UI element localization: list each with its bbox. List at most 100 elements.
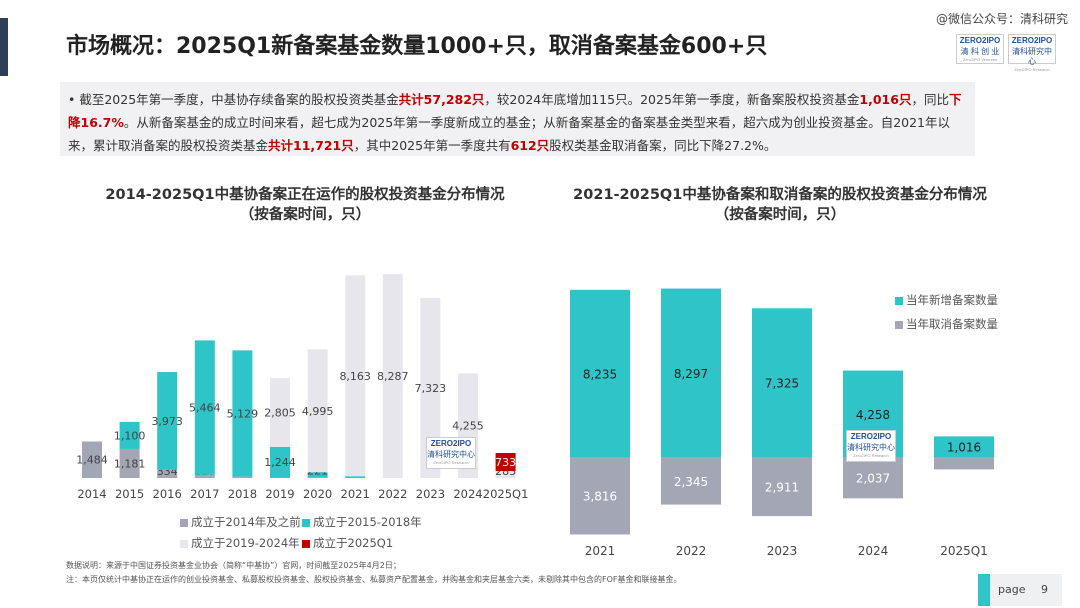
data-label: 2,805 <box>264 406 296 419</box>
x-tick-label: 2024 <box>453 487 482 501</box>
data-label: 8,297 <box>674 367 708 381</box>
bar-cancelled-filings <box>661 457 721 505</box>
data-label: 5,129 <box>227 407 259 420</box>
data-source-note: 数据说明：来源于中国证券投资基金业协会（简称“中基协”）官网，时间截至2025年… <box>66 561 401 570</box>
logo-en: Zero2IPO Research <box>1014 67 1050 72</box>
x-tick-label: 2022 <box>676 544 707 558</box>
logo-cn: 清科研究中心 <box>1012 47 1052 66</box>
legend-label: 当年新增备案数量 <box>906 293 998 307</box>
data-label: 8,163 <box>339 370 371 383</box>
x-tick-label: 2018 <box>228 487 257 501</box>
page-indicator: page 9 <box>978 574 1062 606</box>
bar-cancelled-filings <box>570 457 630 535</box>
bar-new-filings <box>752 308 812 457</box>
bar-segment <box>307 472 328 478</box>
data-label: 2,345 <box>674 475 708 489</box>
logo-en: Zero2IPO Research <box>853 453 889 458</box>
legend-swatch <box>302 518 310 527</box>
bar-segment <box>194 474 215 478</box>
data-label: 1,244 <box>264 456 296 469</box>
x-tick-label: 2019 <box>265 487 294 501</box>
data-label: 2,037 <box>856 472 890 486</box>
x-tick-label: 2021 <box>585 544 616 558</box>
logo-cn: 清科研究中心 <box>847 443 895 452</box>
title-accent-bar <box>0 18 8 76</box>
x-tick-label: 2023 <box>416 487 445 501</box>
bar-new-filings <box>570 289 630 457</box>
data-label: 3,816 <box>583 490 617 504</box>
bar-segment <box>345 275 366 477</box>
legend-swatch <box>895 296 903 305</box>
x-tick-label: 2023 <box>767 544 798 558</box>
logo-cn: 清 科 创 业 <box>960 47 1000 56</box>
x-tick-label: 2014 <box>77 487 106 501</box>
data-label: 8,287 <box>377 370 409 383</box>
right-chart-title-line1: 2021-2025Q1中基协备案和取消备案的股权投资基金分布情况 <box>573 187 987 203</box>
legend-item: 当年取消备案数量 <box>895 316 998 332</box>
logo-text: ZERO2IPO <box>959 36 1001 45</box>
bar-segment <box>382 274 403 478</box>
x-tick-label: 2025Q1 <box>940 544 988 558</box>
legend-item: 当年新增备案数量 <box>895 292 998 308</box>
bar-segment <box>157 469 178 478</box>
page-title: 市场概况：2025Q1新备案基金数量1000+只，取消备案基金600+只 <box>66 34 768 59</box>
left-chart-title-line1: 2014-2025Q1中基协备案正在运作的股权投资基金分布情况 <box>105 187 505 203</box>
bar-segment <box>232 476 253 478</box>
highlight: 下降16.7% <box>68 92 962 130</box>
data-label: 733 <box>495 456 516 469</box>
x-tick-label: 2021 <box>341 487 370 501</box>
summary-text: 股权类基金取消备案，同比下降27.2%。 <box>549 138 777 153</box>
bar-segment <box>194 340 215 475</box>
data-label: 7,325 <box>765 377 799 391</box>
x-tick-label: 2025Q1 <box>483 487 529 501</box>
watermark: @微信公众号：清科研究 <box>935 12 1068 26</box>
bar-segment <box>119 448 140 478</box>
data-label: 3,973 <box>151 415 183 428</box>
bar-segment <box>270 377 290 447</box>
summary-box: • 截至2025年第一季度，中基协存续备案的股权投资类基金共计57,282只，较… <box>60 82 975 156</box>
legend-item: 成立于2014年及之前 <box>180 514 301 530</box>
legend-item: 成立于2025Q1 <box>302 535 393 551</box>
right-chart-title-line2: （按备案时间，只） <box>714 207 846 223</box>
bar-cancelled-filings <box>752 457 812 517</box>
summary-text: ，其中2025年第一季度共有 <box>353 138 511 153</box>
bar-segment <box>420 297 441 478</box>
legend-label: 当年取消备案数量 <box>906 317 998 331</box>
x-tick-label: 2015 <box>115 487 144 501</box>
right-chart-title: 2021-2025Q1中基协备案和取消备案的股权投资基金分布情况 （按备案时间，… <box>555 185 1005 225</box>
summary-text: 截至2025年第一季度，中基协存续备案的股权投资类基金 <box>75 92 399 107</box>
legend-label: 成立于2019-2024年 <box>191 536 300 550</box>
bar-segment <box>495 453 516 472</box>
logo-text: ZERO2IPO <box>430 439 472 448</box>
zero2ipo-research-logo: ZERO2IPO 清科研究中心 Zero2IPO Research <box>1008 34 1056 72</box>
data-label: 4,255 <box>452 420 484 433</box>
highlight: 612只 <box>510 138 550 153</box>
left-chart-legend: 成立于2014年及之前 成立于2015-2018年 成立于2019-2024年 … <box>180 514 500 554</box>
data-label: 5,464 <box>189 402 221 415</box>
legend-label: 成立于2025Q1 <box>313 536 394 550</box>
data-label: 8,235 <box>583 367 617 381</box>
chart-watermark-logo: ZERO2IPO 清科研究中心 Zero2IPO Research <box>426 437 476 469</box>
bar-new-filings <box>934 436 994 457</box>
data-label: 4,258 <box>856 408 890 422</box>
bar-cancelled-filings <box>843 457 903 499</box>
bullet: • <box>68 92 76 107</box>
bar-segment <box>157 372 178 470</box>
data-label: 1,484 <box>76 454 108 467</box>
left-chart-title-line2: （按备案时间，只） <box>239 207 371 223</box>
bar-segment <box>119 421 140 449</box>
legend-swatch <box>180 539 188 548</box>
x-tick-label: 2017 <box>190 487 219 501</box>
legend-swatch <box>180 518 188 527</box>
page-accent <box>978 574 990 606</box>
right-chart-legend: 当年新增备案数量 当年取消备案数量 <box>895 292 1045 342</box>
legend-label: 成立于2014年及之前 <box>191 515 301 529</box>
logo-cn: 清科研究中心 <box>427 450 475 459</box>
highlight: 1,016只 <box>859 92 912 107</box>
footnote: 注：本页仅统计中基协正在运作的创业投资基金、私募股权投资基金、股权投资基金、私募… <box>66 575 682 584</box>
left-stacked-bar-chart: 1,48420141,1811,10020153343,97320161295,… <box>76 274 529 501</box>
page-label: page <box>998 583 1026 596</box>
x-tick-label: 2022 <box>378 487 407 501</box>
logo-en: Zero2IPO Ventures <box>962 57 998 62</box>
legend-swatch <box>895 320 903 329</box>
